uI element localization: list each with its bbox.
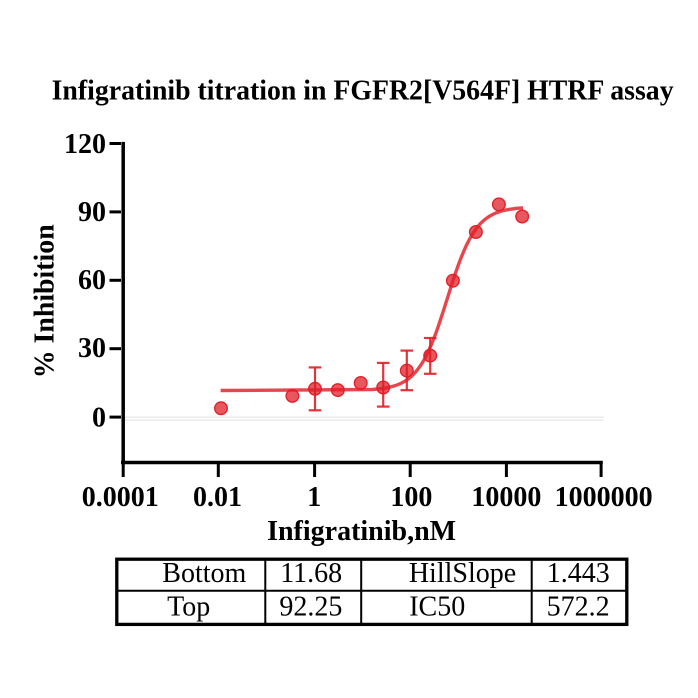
svg-text:60: 60 (78, 265, 106, 296)
svg-text:92.25: 92.25 (279, 592, 342, 623)
svg-text:% Inhibition: % Inhibition (30, 224, 61, 378)
svg-text:90: 90 (78, 197, 106, 228)
svg-text:572.2: 572.2 (547, 592, 610, 623)
svg-text:120: 120 (64, 129, 106, 160)
svg-text:HillSlope: HillSlope (409, 558, 516, 589)
svg-text:30: 30 (78, 333, 106, 364)
svg-text:11.68: 11.68 (280, 558, 342, 589)
svg-text:Bottom: Bottom (162, 558, 246, 589)
svg-text:1.443: 1.443 (547, 558, 610, 589)
svg-text:1000000: 1000000 (555, 482, 653, 513)
svg-text:1: 1 (307, 482, 321, 513)
svg-text:0.01: 0.01 (193, 482, 242, 513)
svg-text:10000: 10000 (471, 482, 541, 513)
svg-text:Infigratinib titration in FGFR: Infigratinib titration in FGFR2[V564F] H… (52, 76, 674, 107)
svg-text:100: 100 (390, 482, 432, 513)
svg-text:Infigratinib,nM: Infigratinib,nM (267, 516, 456, 547)
svg-text:0.0001: 0.0001 (82, 482, 159, 513)
svg-text:0: 0 (92, 402, 106, 433)
svg-text:IC50: IC50 (409, 592, 465, 623)
svg-text:Top: Top (167, 592, 210, 623)
